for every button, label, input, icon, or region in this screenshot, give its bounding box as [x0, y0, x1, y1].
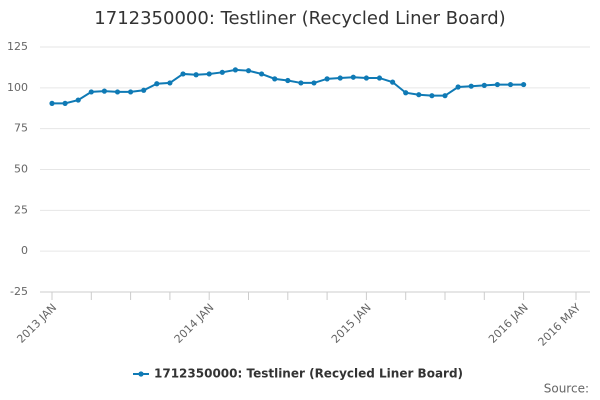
data-point: [101, 88, 107, 94]
chart-title: 1712350000: Testliner (Recycled Liner Bo…: [94, 8, 505, 29]
data-point: [154, 81, 160, 87]
data-point: [62, 100, 68, 106]
y-tick-label: -25: [10, 285, 28, 298]
data-point: [429, 93, 435, 99]
data-point: [193, 72, 199, 78]
data-point: [180, 71, 186, 77]
data-point: [442, 93, 448, 99]
data-point: [114, 89, 121, 95]
data-point: [468, 83, 474, 89]
y-tick-label: 0: [21, 244, 28, 257]
data-point: [88, 89, 94, 95]
x-tick-label: 2015 JAN: [329, 301, 374, 346]
data-point: [350, 74, 356, 80]
data-point: [141, 87, 147, 93]
legend-symbol-dot: [138, 371, 144, 377]
x-tick-label: 2013 JAN: [14, 301, 59, 346]
data-point: [481, 82, 487, 88]
data-point: [245, 68, 252, 74]
x-tick-label: 2014 JAN: [172, 301, 217, 346]
data-point: [75, 97, 81, 103]
data-point: [363, 75, 369, 81]
data-point: [494, 81, 500, 88]
data-point: [272, 76, 278, 82]
y-tick-label: 75: [14, 122, 28, 135]
data-point: [206, 71, 212, 77]
data-point: [337, 75, 343, 81]
y-tick-label: 50: [14, 163, 28, 176]
data-point: [128, 89, 134, 95]
y-tick-label: 100: [7, 81, 28, 94]
data-point: [311, 80, 317, 86]
data-point: [49, 100, 55, 106]
data-point: [521, 81, 527, 88]
data-point: [219, 69, 225, 75]
source: Source:: [544, 382, 589, 396]
data-point: [507, 81, 514, 88]
x-tick-label: 2016 JAN: [486, 301, 531, 346]
data-point: [298, 80, 304, 86]
data-point: [376, 75, 383, 81]
data-point: [167, 80, 173, 86]
data-point: [390, 79, 396, 85]
y-tick-label: 25: [14, 203, 28, 216]
data-point: [285, 77, 291, 84]
data-point: [455, 84, 461, 90]
series-line: [52, 68, 524, 105]
data-point: [259, 71, 265, 77]
data-point: [324, 76, 330, 82]
x-tick-label: 2016 MAY: [536, 301, 584, 349]
data-point: [403, 90, 409, 96]
legend-label: 1712350000: Testliner (Recycled Liner Bo…: [154, 367, 463, 381]
y-tick-label: 125: [7, 40, 28, 53]
data-point: [416, 92, 422, 98]
data-point: [232, 67, 238, 73]
